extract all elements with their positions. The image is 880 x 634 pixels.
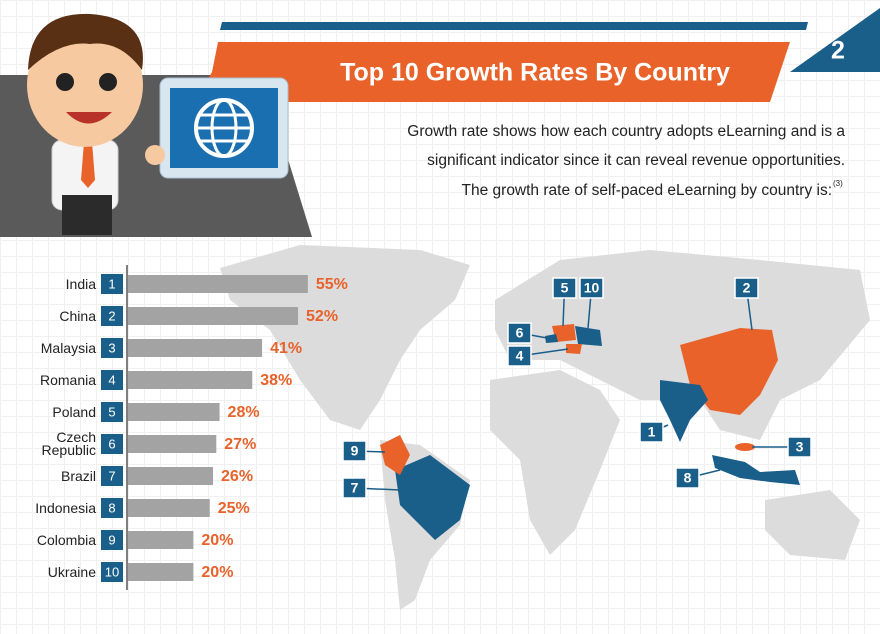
stripe bbox=[220, 22, 808, 30]
value-label: 20% bbox=[201, 564, 233, 581]
map-marker bbox=[675, 467, 700, 489]
map-marker-label: 10 bbox=[584, 280, 600, 296]
bar bbox=[128, 307, 299, 325]
value-label: 26% bbox=[221, 468, 253, 485]
section-badge bbox=[790, 8, 880, 72]
rank-box bbox=[101, 530, 123, 550]
rank-box bbox=[101, 466, 123, 486]
rank-label: 9 bbox=[108, 532, 115, 547]
bar bbox=[128, 339, 263, 357]
rank-box bbox=[101, 370, 123, 390]
rank-label: 7 bbox=[108, 468, 115, 483]
highlighted-countries bbox=[380, 324, 800, 540]
map-marker bbox=[507, 345, 532, 367]
footnote: (3) bbox=[833, 179, 843, 188]
map-marker-label: 5 bbox=[561, 280, 569, 296]
section-number: 2 bbox=[831, 37, 845, 65]
rank-label: 2 bbox=[108, 308, 115, 323]
category-label: Indonesia bbox=[35, 499, 96, 516]
map-marker bbox=[639, 421, 664, 443]
rank-label: 10 bbox=[105, 564, 119, 579]
bar bbox=[128, 467, 214, 485]
category-label: Colombia bbox=[36, 531, 96, 548]
map-marker bbox=[787, 436, 812, 458]
bar bbox=[128, 403, 220, 421]
subtitle: significant indicator since it can revea… bbox=[427, 152, 845, 169]
rank-label: 3 bbox=[108, 340, 115, 355]
rank-box bbox=[101, 562, 123, 582]
map-marker-label: 1 bbox=[648, 424, 656, 440]
rank-label: 4 bbox=[108, 372, 115, 387]
value-label: 20% bbox=[201, 532, 233, 549]
value-label: 28% bbox=[228, 404, 260, 421]
map-marker-label: 3 bbox=[796, 439, 804, 455]
category-label: Brazil bbox=[60, 467, 96, 484]
category-label: Romania bbox=[39, 371, 96, 388]
value-label: 52% bbox=[306, 308, 338, 325]
bar bbox=[128, 531, 194, 549]
map-marker-label: 6 bbox=[516, 325, 524, 341]
banner bbox=[195, 42, 790, 102]
map-marker-label: 4 bbox=[516, 348, 524, 364]
map-marker-label: 2 bbox=[743, 280, 751, 296]
map-marker-label: 9 bbox=[351, 443, 359, 459]
value-label: 27% bbox=[224, 436, 256, 453]
bar bbox=[128, 435, 217, 453]
category-label: Malaysia bbox=[40, 339, 96, 356]
bar bbox=[128, 499, 210, 517]
category-label: Ukraine bbox=[47, 563, 96, 580]
rank-box bbox=[101, 306, 123, 326]
subtitle: The growth rate of self-paced eLearning … bbox=[462, 182, 832, 199]
bar bbox=[128, 371, 253, 389]
category-label: India bbox=[65, 275, 96, 292]
subtitle: Growth rate shows how each country adopt… bbox=[407, 123, 845, 140]
map-marker-label: 7 bbox=[351, 480, 359, 496]
rank-label: 8 bbox=[108, 500, 115, 515]
map-marker bbox=[552, 277, 577, 299]
chart-title: Top 10 Growth Rates By Country bbox=[340, 59, 730, 87]
map-marker bbox=[342, 440, 367, 462]
rank-label: 6 bbox=[108, 436, 115, 451]
rank-box bbox=[101, 434, 123, 454]
rank-box bbox=[101, 402, 123, 422]
value-label: 38% bbox=[260, 372, 292, 389]
rank-box bbox=[101, 498, 123, 518]
world-map bbox=[220, 245, 870, 610]
rank-box bbox=[101, 338, 123, 358]
category-label: Czech Republic bbox=[41, 429, 96, 458]
category-label: China bbox=[59, 307, 96, 324]
value-label: 41% bbox=[270, 340, 302, 357]
rank-label: 5 bbox=[108, 404, 115, 419]
bar bbox=[128, 275, 308, 293]
rank-box bbox=[101, 274, 123, 294]
value-label: 55% bbox=[316, 276, 348, 293]
map-marker bbox=[734, 277, 759, 299]
value-label: 25% bbox=[218, 500, 250, 517]
map-marker-label: 8 bbox=[684, 470, 692, 486]
bar bbox=[128, 563, 194, 581]
map-marker bbox=[507, 322, 532, 344]
character bbox=[27, 13, 289, 235]
map-marker bbox=[579, 277, 604, 299]
category-label: Poland bbox=[52, 403, 96, 420]
map-marker bbox=[342, 477, 367, 499]
rank-label: 1 bbox=[108, 276, 115, 291]
